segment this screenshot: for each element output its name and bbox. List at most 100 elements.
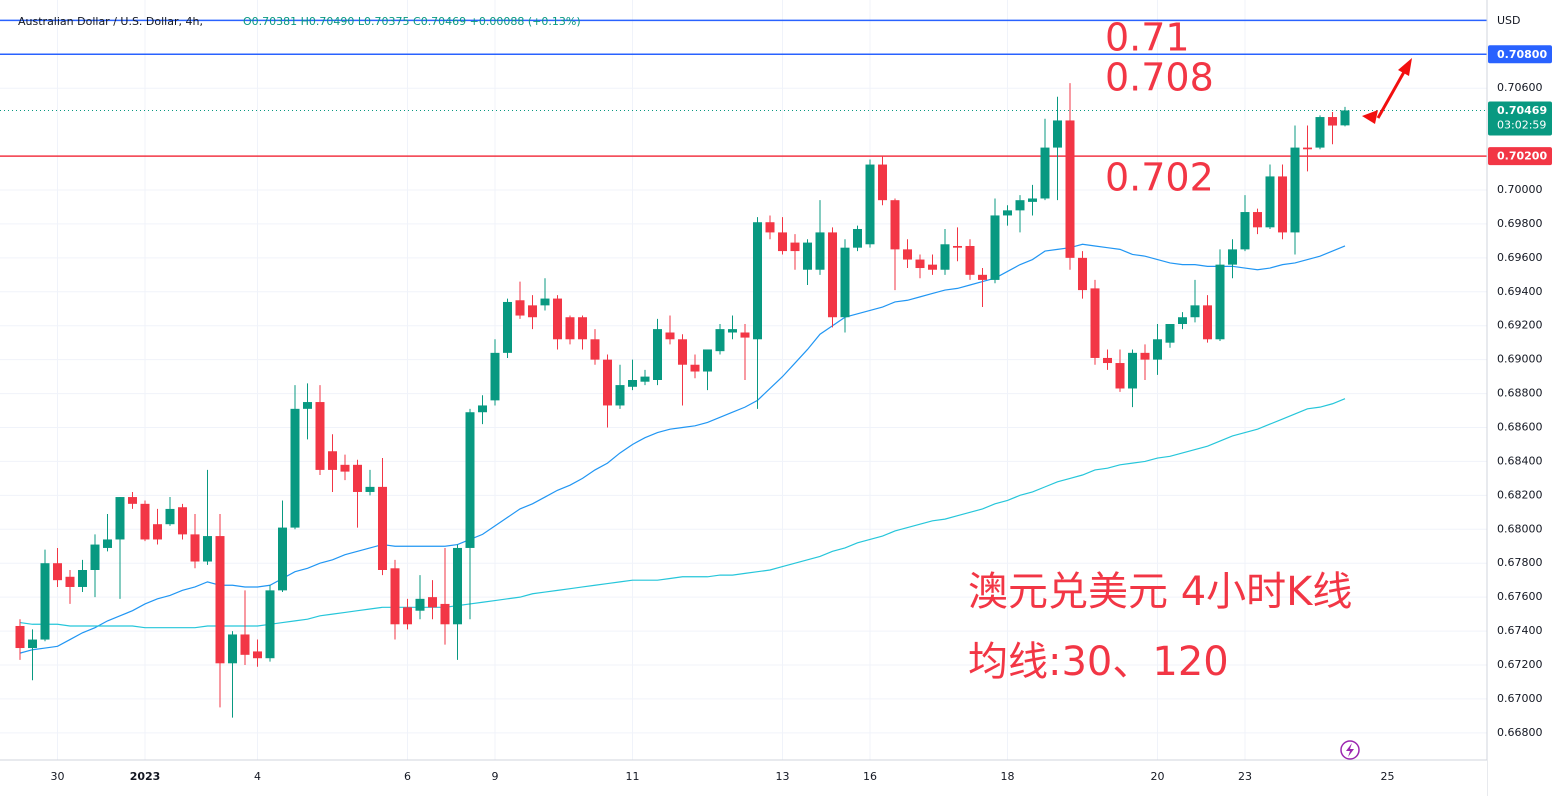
annotation: 澳元兑美元 4小时K线 bbox=[968, 569, 1352, 615]
y-tick-label: 0.68000 bbox=[1497, 522, 1543, 535]
candle-body bbox=[140, 503, 150, 540]
candle-body bbox=[578, 317, 587, 340]
candle-body bbox=[1253, 212, 1262, 228]
candle-body bbox=[665, 332, 675, 340]
y-tick-label: 0.66800 bbox=[1497, 726, 1543, 739]
candle-body bbox=[1078, 257, 1087, 291]
time-axis bbox=[0, 760, 1487, 796]
candle-body bbox=[528, 305, 537, 318]
candle-body bbox=[1065, 120, 1075, 258]
candle-body bbox=[490, 352, 500, 401]
candle-body bbox=[790, 242, 800, 252]
candle-body bbox=[353, 464, 362, 492]
x-tick-label: 20 bbox=[1151, 770, 1165, 783]
arrow-head bbox=[1362, 110, 1378, 124]
candle-body bbox=[940, 244, 950, 270]
candle-body bbox=[1340, 110, 1350, 126]
candle-body bbox=[1128, 352, 1137, 389]
candle-body bbox=[515, 300, 525, 316]
level-badge bbox=[1488, 45, 1552, 64]
candle-body bbox=[1315, 117, 1325, 148]
y-tick-label: 0.68200 bbox=[1497, 488, 1543, 501]
y-tick-label: 0.68400 bbox=[1497, 454, 1543, 467]
candle-body bbox=[678, 339, 687, 365]
candle-body bbox=[590, 339, 600, 360]
candle-body bbox=[928, 264, 937, 270]
candle-body bbox=[640, 376, 650, 382]
y-tick-label: 0.67400 bbox=[1497, 624, 1543, 637]
candle-body bbox=[290, 408, 300, 528]
candle-body bbox=[1178, 317, 1187, 325]
candle-body bbox=[190, 534, 200, 562]
candle-body bbox=[178, 507, 187, 535]
candle-body bbox=[415, 598, 425, 611]
x-tick-label: 23 bbox=[1238, 770, 1252, 783]
x-tick-label: 9 bbox=[492, 770, 499, 783]
candle-body bbox=[815, 232, 825, 270]
candle-body bbox=[1053, 120, 1062, 148]
candle-body bbox=[603, 359, 612, 406]
candle-body bbox=[390, 568, 400, 625]
last-price-label: 0.70469 bbox=[1497, 104, 1547, 117]
candle-body bbox=[115, 497, 125, 540]
y-tick-label: 0.67200 bbox=[1497, 658, 1543, 671]
candle-body bbox=[1153, 339, 1162, 360]
candle-body bbox=[1228, 249, 1237, 265]
candle-body bbox=[1290, 147, 1300, 233]
candle-body bbox=[78, 570, 87, 587]
y-tick-label: 0.69600 bbox=[1497, 251, 1543, 264]
candle-body bbox=[740, 332, 750, 338]
candle-body bbox=[765, 222, 775, 233]
candle-body bbox=[203, 536, 212, 562]
level-label: 0.70800 bbox=[1497, 48, 1547, 61]
moving-average bbox=[19, 243, 1346, 654]
candle-body bbox=[853, 229, 862, 248]
y-tick-label: 0.67600 bbox=[1497, 590, 1543, 603]
candle-body bbox=[315, 402, 325, 470]
plot bbox=[0, 19, 1487, 718]
candle-body bbox=[865, 164, 875, 245]
x-tick-label: 18 bbox=[1001, 770, 1015, 783]
candle-body bbox=[1003, 210, 1012, 216]
candle-body bbox=[1215, 264, 1225, 340]
candle-body bbox=[1040, 147, 1050, 199]
candle-body bbox=[1303, 147, 1312, 150]
last-price-badge bbox=[1488, 101, 1552, 136]
candle-body bbox=[890, 200, 900, 250]
candle-body bbox=[690, 364, 700, 372]
candle-body bbox=[1015, 200, 1025, 211]
candle-body bbox=[628, 380, 637, 387]
x-tick-label: 25 bbox=[1381, 770, 1395, 783]
candle-body bbox=[253, 651, 262, 659]
y-tick-label: 0.68800 bbox=[1497, 387, 1543, 400]
candle-body bbox=[240, 634, 250, 655]
candle-body bbox=[803, 242, 812, 270]
axes: 0.66800 0.67000 0.67200 0.67400 0.67600 0.678… bbox=[51, 45, 1552, 783]
candle-body bbox=[1165, 324, 1175, 343]
grid bbox=[0, 0, 1487, 760]
candle-body bbox=[540, 298, 550, 306]
y-tick-label: 0.69400 bbox=[1497, 285, 1543, 298]
ohlc-legend: O0.70381 H0.70490 L0.70375 C0.70469 +0.0… bbox=[243, 15, 581, 28]
level-badge bbox=[1488, 147, 1552, 166]
x-tick-label: 30 bbox=[51, 770, 65, 783]
candle-body bbox=[653, 329, 662, 380]
replay-icon[interactable] bbox=[1340, 740, 1360, 760]
candle-body bbox=[903, 249, 912, 260]
candle-body bbox=[28, 639, 37, 649]
annotation: 0.708 bbox=[1105, 56, 1214, 100]
moving-average bbox=[19, 398, 1346, 629]
candle-body bbox=[340, 464, 350, 472]
candle-body bbox=[703, 349, 712, 372]
y-tick-label: 0.69000 bbox=[1497, 353, 1543, 366]
candle-body bbox=[1328, 117, 1337, 126]
candle-body bbox=[90, 544, 100, 570]
annotation: 0.71 bbox=[1105, 16, 1190, 60]
candle-body bbox=[503, 301, 512, 353]
x-tick-label: 16 bbox=[863, 770, 877, 783]
candle-body bbox=[215, 536, 225, 664]
candle-body bbox=[965, 245, 975, 275]
candle-body bbox=[1278, 176, 1287, 233]
